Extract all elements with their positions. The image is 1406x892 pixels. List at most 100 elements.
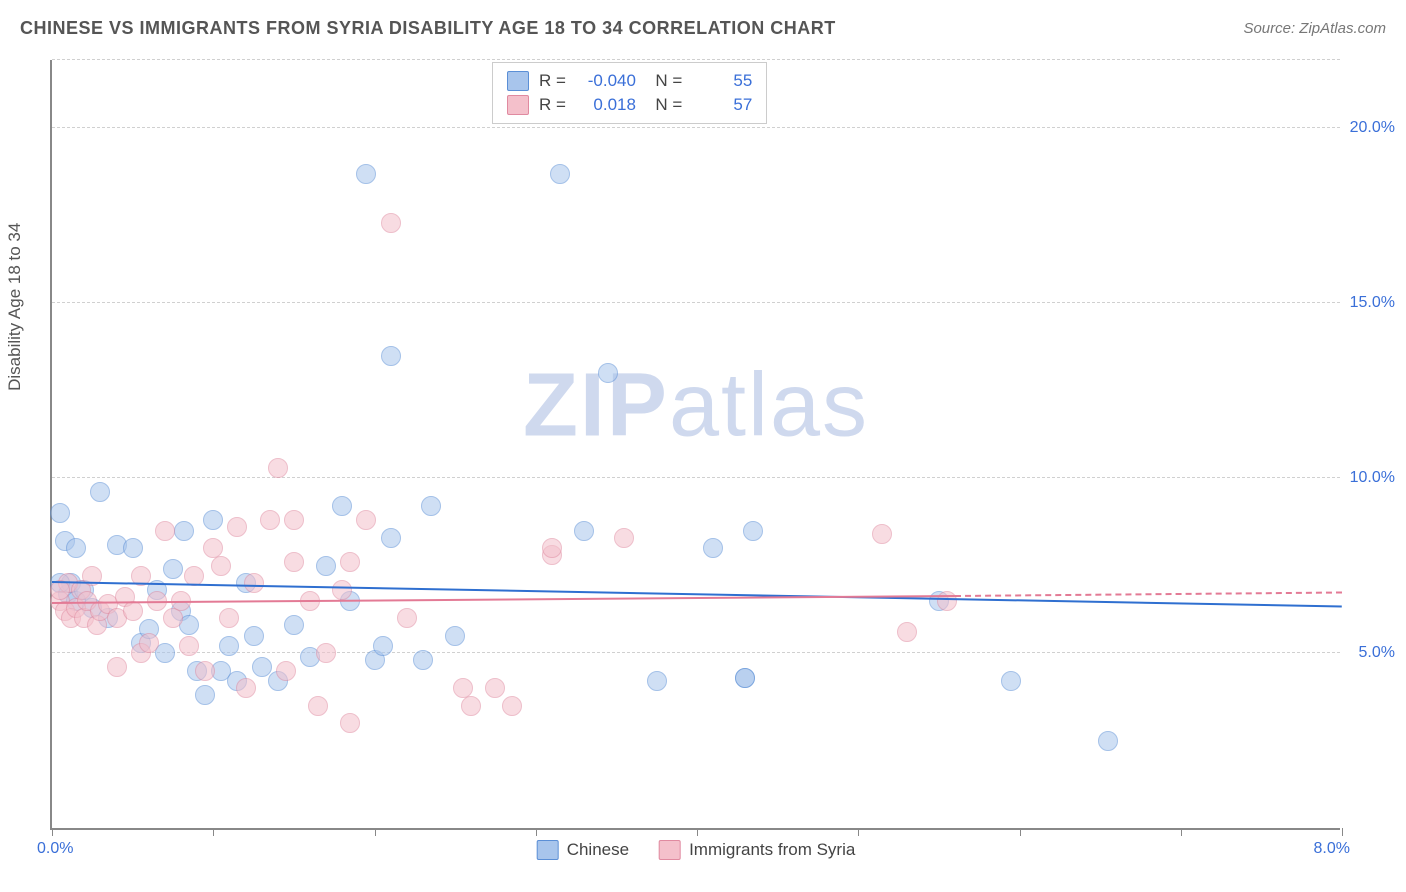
- scatter-point: [421, 496, 441, 516]
- scatter-point: [244, 573, 264, 593]
- x-axis-label-min: 0.0%: [37, 840, 73, 858]
- scatter-point: [735, 668, 755, 688]
- scatter-point: [195, 661, 215, 681]
- scatter-point: [308, 696, 328, 716]
- scatter-point: [1098, 731, 1118, 751]
- gridline: [52, 652, 1340, 653]
- scatter-point: [219, 636, 239, 656]
- scatter-point: [703, 538, 723, 558]
- legend-correlation: R = -0.040 N = 55 R = 0.018 N = 57: [492, 62, 767, 124]
- scatter-point: [244, 626, 264, 646]
- scatter-point: [260, 510, 280, 530]
- scatter-point: [340, 552, 360, 572]
- scatter-point: [647, 671, 667, 691]
- scatter-point: [381, 213, 401, 233]
- chart-header: CHINESE VS IMMIGRANTS FROM SYRIA DISABIL…: [0, 0, 1406, 49]
- swatch-chinese: [537, 840, 559, 860]
- scatter-point: [123, 601, 143, 621]
- x-tick: [375, 828, 376, 836]
- scatter-point: [316, 556, 336, 576]
- legend-series: Chinese Immigrants from Syria: [537, 840, 856, 860]
- scatter-point: [743, 521, 763, 541]
- scatter-point: [598, 363, 618, 383]
- scatter-point: [276, 661, 296, 681]
- scatter-point: [50, 503, 70, 523]
- watermark: ZIPatlas: [523, 354, 869, 457]
- scatter-point: [397, 608, 417, 628]
- scatter-point: [574, 521, 594, 541]
- scatter-point: [1001, 671, 1021, 691]
- scatter-point: [316, 643, 336, 663]
- scatter-point: [227, 517, 247, 537]
- scatter-point: [356, 510, 376, 530]
- legend-r-label: R =: [539, 71, 566, 91]
- scatter-point: [284, 615, 304, 635]
- legend-r-chinese: -0.040: [576, 71, 636, 91]
- chart-container: Disability Age 18 to 34 ZIPatlas R = -0.…: [50, 60, 1390, 870]
- x-tick: [213, 828, 214, 836]
- scatter-point: [90, 482, 110, 502]
- scatter-point: [252, 657, 272, 677]
- scatter-point: [211, 556, 231, 576]
- scatter-point: [155, 521, 175, 541]
- legend-row-syria: R = 0.018 N = 57: [507, 93, 752, 117]
- scatter-point: [203, 510, 223, 530]
- gridline: [52, 59, 1340, 60]
- swatch-chinese: [507, 71, 529, 91]
- legend-n-label: N =: [646, 71, 682, 91]
- scatter-point: [195, 685, 215, 705]
- plot-area: ZIPatlas R = -0.040 N = 55 R = 0.018 N =…: [50, 60, 1340, 830]
- trendline: [955, 592, 1342, 597]
- scatter-point: [284, 552, 304, 572]
- scatter-point: [381, 346, 401, 366]
- scatter-point: [139, 633, 159, 653]
- legend-n-syria: 57: [692, 95, 752, 115]
- scatter-point: [614, 528, 634, 548]
- swatch-syria: [507, 95, 529, 115]
- scatter-point: [174, 521, 194, 541]
- scatter-point: [66, 538, 86, 558]
- x-tick: [52, 828, 53, 836]
- scatter-point: [373, 636, 393, 656]
- watermark-zip: ZIP: [523, 355, 669, 455]
- x-tick: [1342, 828, 1343, 836]
- scatter-point: [332, 580, 352, 600]
- scatter-point: [937, 591, 957, 611]
- scatter-point: [897, 622, 917, 642]
- legend-item-syria: Immigrants from Syria: [659, 840, 855, 860]
- y-tick-label: 10.0%: [1350, 469, 1395, 487]
- watermark-atlas: atlas: [669, 355, 869, 455]
- scatter-point: [163, 559, 183, 579]
- scatter-point: [123, 538, 143, 558]
- chart-source: Source: ZipAtlas.com: [1243, 20, 1386, 37]
- scatter-point: [461, 696, 481, 716]
- scatter-point: [179, 636, 199, 656]
- scatter-point: [872, 524, 892, 544]
- scatter-point: [340, 713, 360, 733]
- scatter-point: [542, 538, 562, 558]
- scatter-point: [284, 510, 304, 530]
- x-axis-label-max: 8.0%: [1314, 840, 1350, 858]
- swatch-syria: [659, 840, 681, 860]
- scatter-point: [268, 458, 288, 478]
- gridline: [52, 477, 1340, 478]
- gridline: [52, 302, 1340, 303]
- chart-title: CHINESE VS IMMIGRANTS FROM SYRIA DISABIL…: [20, 18, 836, 39]
- scatter-point: [219, 608, 239, 628]
- y-tick-label: 5.0%: [1359, 644, 1395, 662]
- scatter-point: [502, 696, 522, 716]
- y-axis-title: Disability Age 18 to 34: [5, 223, 25, 391]
- gridline: [52, 127, 1340, 128]
- legend-item-chinese: Chinese: [537, 840, 629, 860]
- legend-r-label: R =: [539, 95, 566, 115]
- y-tick-label: 15.0%: [1350, 294, 1395, 312]
- scatter-point: [236, 678, 256, 698]
- legend-label-syria: Immigrants from Syria: [689, 840, 855, 860]
- x-tick: [1020, 828, 1021, 836]
- x-tick: [536, 828, 537, 836]
- scatter-point: [550, 164, 570, 184]
- scatter-point: [485, 678, 505, 698]
- legend-r-syria: 0.018: [576, 95, 636, 115]
- x-tick: [1181, 828, 1182, 836]
- x-tick: [858, 828, 859, 836]
